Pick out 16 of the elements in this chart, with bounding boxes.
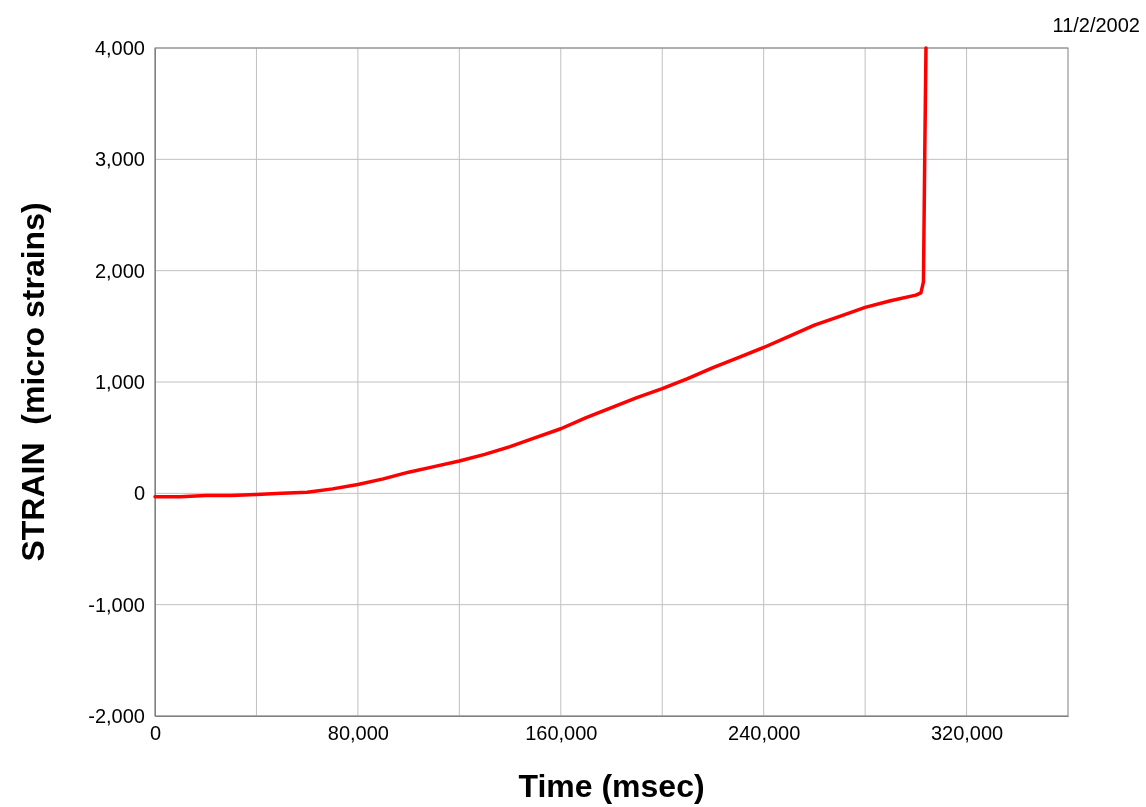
y-axis-title: STRAIN (micro strains) <box>15 202 51 562</box>
y-tick-label: 3,000 <box>94 148 145 171</box>
y-tick-label: 0 <box>133 482 145 505</box>
y-tick-label: -1,000 <box>88 593 145 616</box>
x-tick-label: 0 <box>149 722 162 745</box>
x-tick-label: 160,000 <box>525 722 598 745</box>
x-tick-label: 80,000 <box>327 722 389 745</box>
text: 11/2/2002 <box>1052 14 1140 36</box>
y-tick-label: 4,000 <box>94 36 145 59</box>
y-tick-label: 1,000 <box>94 370 145 393</box>
line-series <box>153 46 928 499</box>
x-axis-title: Time (msec) <box>518 768 705 804</box>
x-tick-label: 320,000 <box>930 722 1004 745</box>
x-tick-label: 240,000 <box>728 722 801 745</box>
y-tick-label: -2,000 <box>88 704 145 727</box>
y-tick-label: 2,000 <box>94 259 145 282</box>
